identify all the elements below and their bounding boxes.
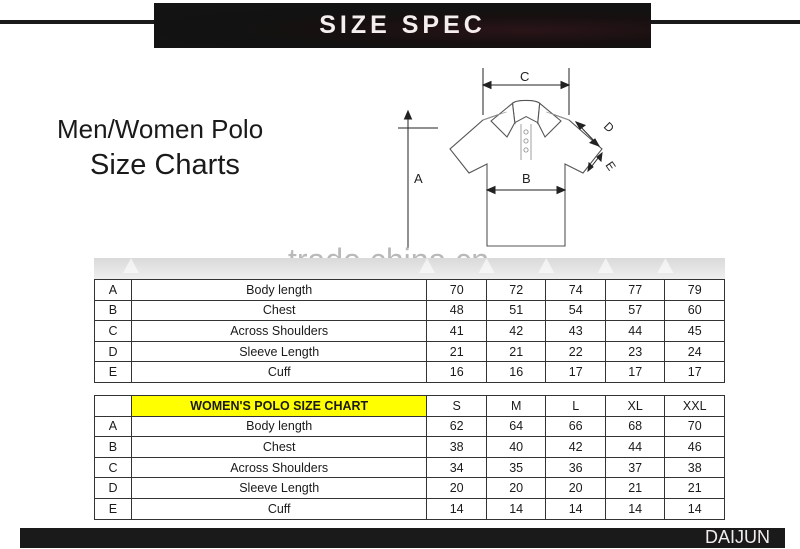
svg-text:D: D (601, 119, 617, 135)
svg-text:B: B (522, 171, 531, 186)
svg-text:E: E (603, 159, 619, 174)
svg-text:A: A (414, 171, 423, 186)
svg-text:C: C (520, 69, 529, 84)
